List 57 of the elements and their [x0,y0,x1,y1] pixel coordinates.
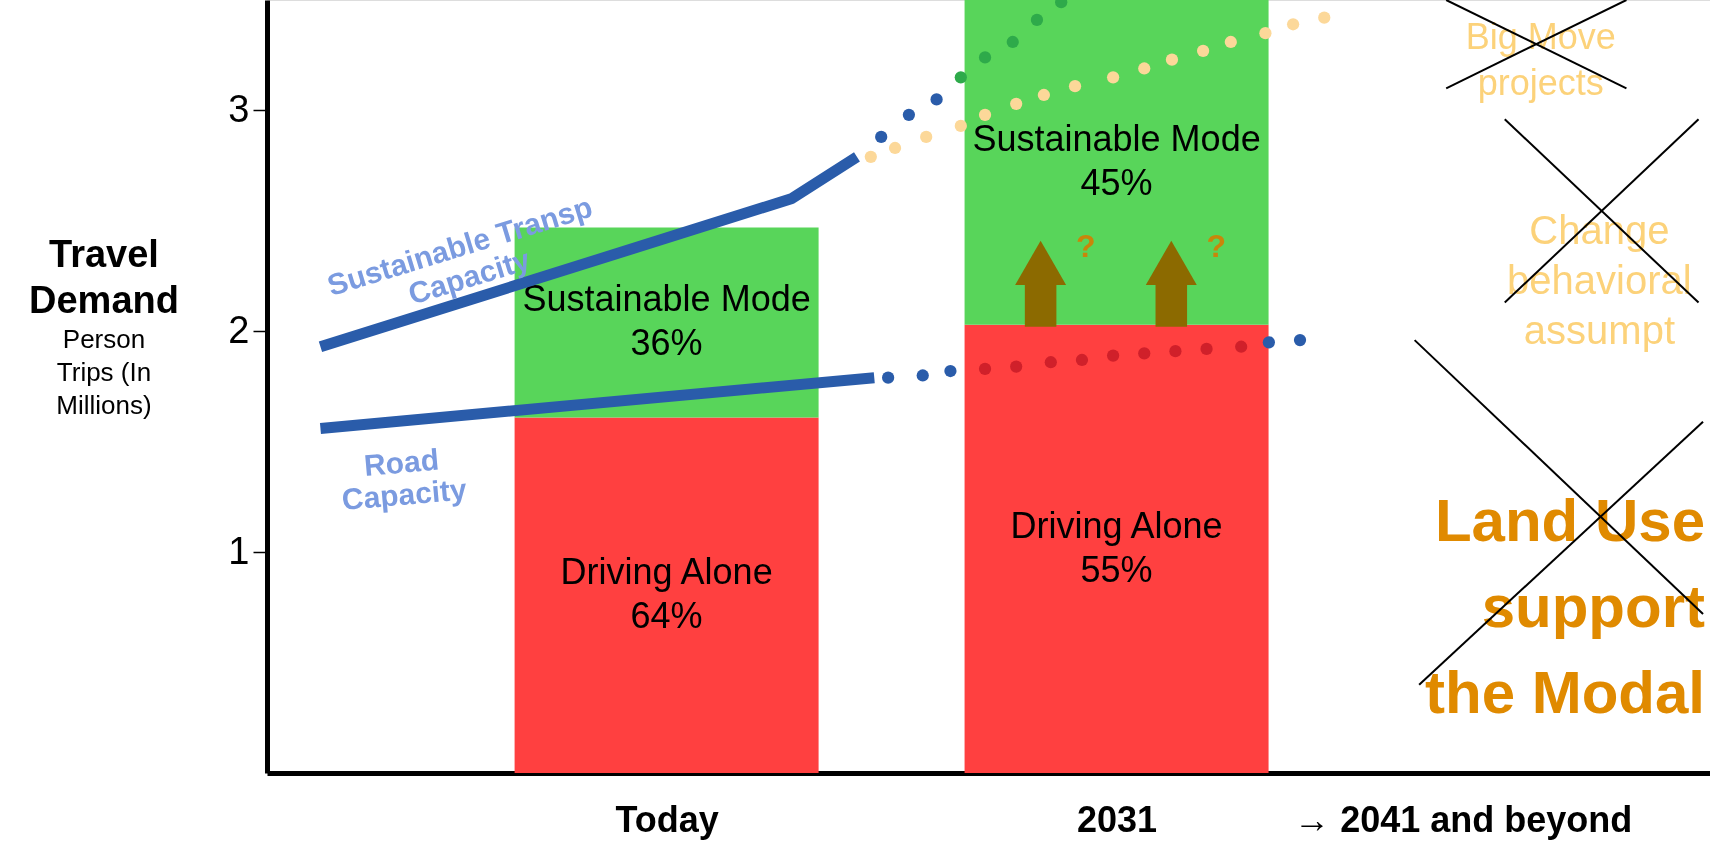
point [864,150,877,163]
point [1318,11,1331,24]
point [1262,336,1275,349]
text: Sustainable Mode [972,118,1261,160]
y-axis-title: Travel Demand [29,233,179,321]
annotation: 45% [1080,162,1153,204]
point [978,362,992,375]
point [920,130,933,144]
point [1196,44,1210,57]
point [916,369,929,382]
annotation: 64% [630,595,703,637]
point [1044,356,1057,369]
point [1165,53,1179,66]
point [944,364,957,378]
x-tick-label: → 2041 and beyond [1294,798,1633,840]
series-label: Road Capacity [340,442,469,517]
x-tick-label: Today [615,798,719,840]
point [954,71,967,84]
point [954,119,967,132]
bar [964,324,1269,773]
y-tick-label: 2 [228,308,250,351]
point [978,51,992,64]
point [978,108,992,121]
text: Driving Alone [1010,504,1223,546]
point [1010,97,1023,110]
point [930,93,943,106]
point [902,108,916,121]
point [1259,27,1272,40]
annotation: 36% [630,322,703,364]
point [1030,13,1044,26]
annotation: 55% [1080,548,1153,590]
annotation: ? [1206,228,1227,265]
point [1106,71,1120,84]
point [1235,340,1248,353]
point [1010,360,1023,373]
y-tick-label: 1 [228,529,250,572]
x-tick-label: 2031 [1077,798,1158,840]
point [1006,35,1019,49]
point [1068,80,1082,93]
point [1286,18,1300,31]
point [1138,347,1151,360]
point [1224,35,1237,49]
point [1169,345,1182,358]
point [882,371,895,384]
annotation: ? [1075,228,1096,265]
y-tick-label: 3 [228,87,250,130]
point [1106,349,1120,362]
point [1200,342,1213,356]
point [1075,353,1089,367]
point [1138,62,1151,75]
point [888,141,902,155]
point [1293,334,1307,347]
bar [964,0,1269,325]
text: Person Trips (In Millions) [56,324,152,420]
point [875,130,888,144]
point [1037,88,1051,102]
series-label: Driving Alone [560,551,773,593]
